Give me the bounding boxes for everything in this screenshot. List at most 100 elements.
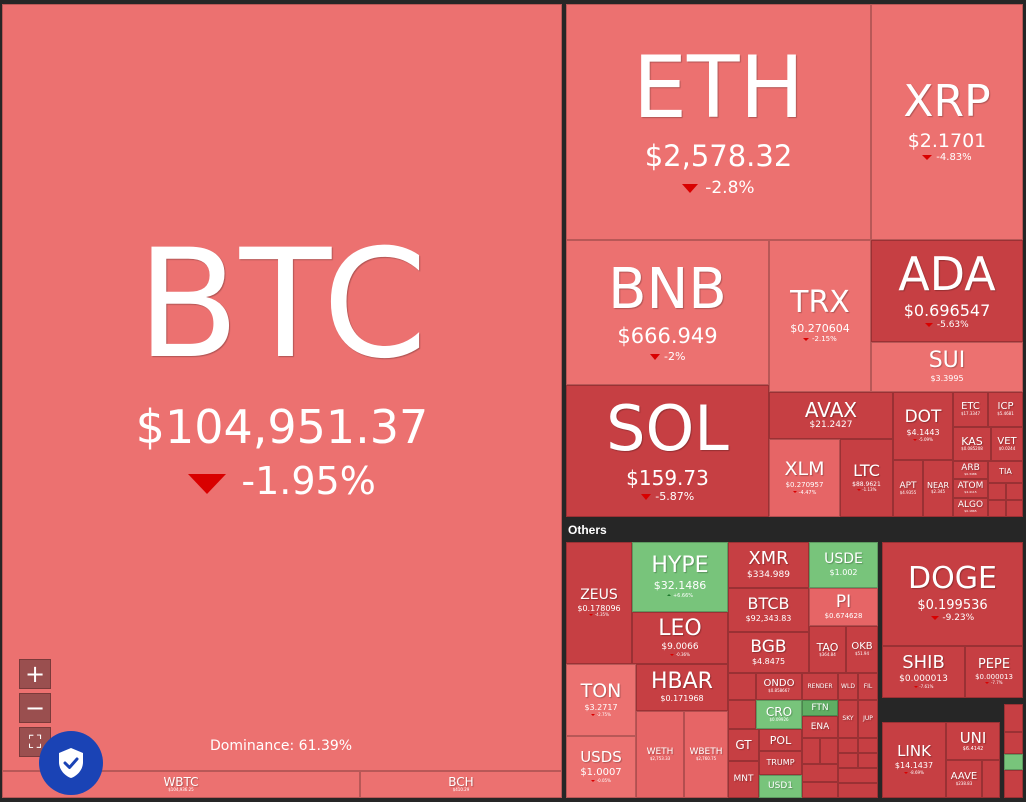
tile-gt-symbol: GT [735,738,752,752]
tile-small-5[interactable] [728,673,756,700]
tile-ftn-symbol: FTN [811,702,829,713]
tile-leo[interactable]: LEO $9.0066 -0.36% [632,612,728,664]
tile-small-2[interactable] [1006,483,1023,500]
tile-mnt[interactable]: MNT [728,761,759,798]
tile-small-18[interactable] [1004,704,1023,732]
tile-shib[interactable]: SHIB $0.000013 -7.61% [882,646,965,698]
tile-ondo[interactable]: ONDO $0.858667 [756,673,802,700]
tile-dot[interactable]: DOT $4.1443 -5.09% [893,392,953,460]
tile-hbar[interactable]: HBAR $0.171968 [636,664,728,711]
tile-doge[interactable]: DOGE $0.199536 -9.23% [882,542,1023,646]
tile-small-17[interactable] [982,760,1000,798]
tile-wbtc-symbol: WBTC [163,775,199,790]
tile-small-6[interactable] [728,700,756,729]
tile-tao-price: $364.84 [819,651,836,657]
tile-avax[interactable]: AVAX $21.2427 [769,392,893,439]
tile-weth[interactable]: WETH $2,753.33 [636,711,684,798]
tile-wld[interactable]: WLD [838,673,858,700]
tile-small-1[interactable] [988,483,1006,500]
tile-wbeth[interactable]: WBETH $2,760.75 [684,711,728,798]
tile-icp[interactable]: ICP $5.4681 [988,392,1023,427]
tile-eth[interactable]: ETH $2,578.32 -2.8% [566,4,871,240]
tile-trx[interactable]: TRX $0.270604 -2.15% [769,240,871,392]
tile-near[interactable]: NEAR $2.345 [923,460,953,517]
tile-kas[interactable]: KAS $0.085208 [953,427,991,461]
tile-usds[interactable]: USDS $1.0007 -0.05% [566,736,636,798]
tile-bgb[interactable]: BGB $4.8475 [728,632,809,673]
tile-xmr[interactable]: XMR $334.989 [728,542,809,588]
tile-sui[interactable]: SUI $3.3995 [871,342,1023,392]
tile-icp-price: $5.4681 [997,411,1014,417]
tile-small-13[interactable] [838,753,858,768]
tile-okb[interactable]: OKB $51.94 [846,626,878,673]
tile-etc[interactable]: ETC $17.3347 [953,392,988,427]
tile-jup[interactable]: JUP [858,700,878,738]
tile-usde[interactable]: USDE $1.002 [809,542,878,588]
tile-bnb-price: $666.949 [617,324,718,349]
tile-link[interactable]: LINK $14.1437 -8.69% [882,722,946,798]
tile-algo[interactable]: ALGO $0.1865 [953,498,988,517]
tile-small-7[interactable] [802,738,820,764]
tile-sol-price: $159.73 [626,466,709,491]
tile-hype[interactable]: HYPE $32.1486 +6.66% [632,542,728,612]
tile-ton[interactable]: TON $3.2717 -2.75% [566,664,636,736]
tile-ftn[interactable]: FTN [802,700,838,716]
tile-render[interactable]: RENDER [802,673,838,700]
tile-small-16[interactable] [838,783,878,798]
tile-xlm[interactable]: XLM $0.270957 -4.47% [769,439,840,517]
tile-zeus[interactable]: ZEUS $0.178096 -4.35% [566,542,632,664]
tile-atom[interactable]: ATOM $4.4115 [953,479,988,498]
tile-ada[interactable]: ADA $0.696547 -5.63% [871,240,1023,342]
tile-small-10[interactable] [858,738,878,753]
tile-ltc[interactable]: LTC $88.9621 -1.13% [840,439,893,517]
zoom-in-button[interactable]: + [19,659,51,689]
tile-uni[interactable]: UNI $6.4142 [946,722,1000,760]
tile-xrp-change: -4.83% [922,152,971,164]
tile-cro[interactable]: CRO $0.09926 [756,700,802,729]
tile-small-8[interactable] [820,738,838,764]
tile-vet-symbol: VET [997,435,1017,447]
zoom-out-button[interactable]: − [19,693,51,723]
tile-bgb-price: $4.8475 [751,656,786,666]
tile-aave[interactable]: AAVE $238.83 [946,760,982,798]
tile-btc[interactable]: BTC $104,951.37 -1.95% [2,4,562,771]
tile-btc-symbol: BTC [136,218,428,393]
fullscreen-button[interactable]: ⛶ [19,727,51,757]
tile-small-4[interactable] [1006,500,1023,517]
tile-small-14[interactable] [858,753,878,768]
tile-ena[interactable]: ENA [802,716,838,738]
tile-eth-symbol: ETH [632,38,805,139]
tile-sky[interactable]: SKY [838,700,858,738]
tile-small-9[interactable] [838,738,858,753]
tile-small-3[interactable] [988,500,1006,517]
tile-usd1[interactable]: USD1 [759,775,802,798]
tile-tao[interactable]: TAO $364.84 [809,626,846,673]
tile-fil[interactable]: FIL [858,673,878,700]
tile-okb-price: $51.94 [855,651,869,657]
tile-bch[interactable]: BCH $410.29 [360,771,562,798]
tile-apt[interactable]: APT $4.9355 [893,460,923,517]
tile-btcb[interactable]: BTCB $92,343.83 [728,588,809,632]
tile-small-11[interactable] [802,764,838,782]
tile-trump[interactable]: TRUMP [759,751,802,775]
tile-pepe-symbol: PEPE [977,656,1011,672]
tile-usde-price: $1.002 [829,568,858,578]
security-shield-button[interactable] [39,731,103,795]
tile-small-20[interactable] [1004,754,1023,770]
tile-xrp[interactable]: XRP $2.1701 -4.83% [871,4,1023,240]
tile-arb[interactable]: ARB $0.3486 [953,461,988,479]
tile-bnb[interactable]: BNB $666.949 -2% [566,240,769,385]
tile-small-21[interactable] [1004,770,1023,798]
tile-small-19[interactable] [1004,732,1023,754]
tile-small-12[interactable] [802,782,838,798]
tile-leo-price: $9.0066 [661,642,699,653]
tile-vet[interactable]: VET $0.0244 [991,427,1023,461]
tile-tia[interactable]: TIA [988,461,1023,483]
tile-small-15[interactable] [838,768,878,783]
tile-pol-symbol: POL [769,733,792,747]
tile-gt[interactable]: GT [728,729,759,761]
tile-pepe[interactable]: PEPE $0.000013 -7.7% [965,646,1023,698]
tile-pi[interactable]: PI $0.674628 [809,588,878,626]
tile-sol[interactable]: SOL $159.73 -5.87% [566,385,769,517]
tile-pol[interactable]: POL [759,729,802,751]
